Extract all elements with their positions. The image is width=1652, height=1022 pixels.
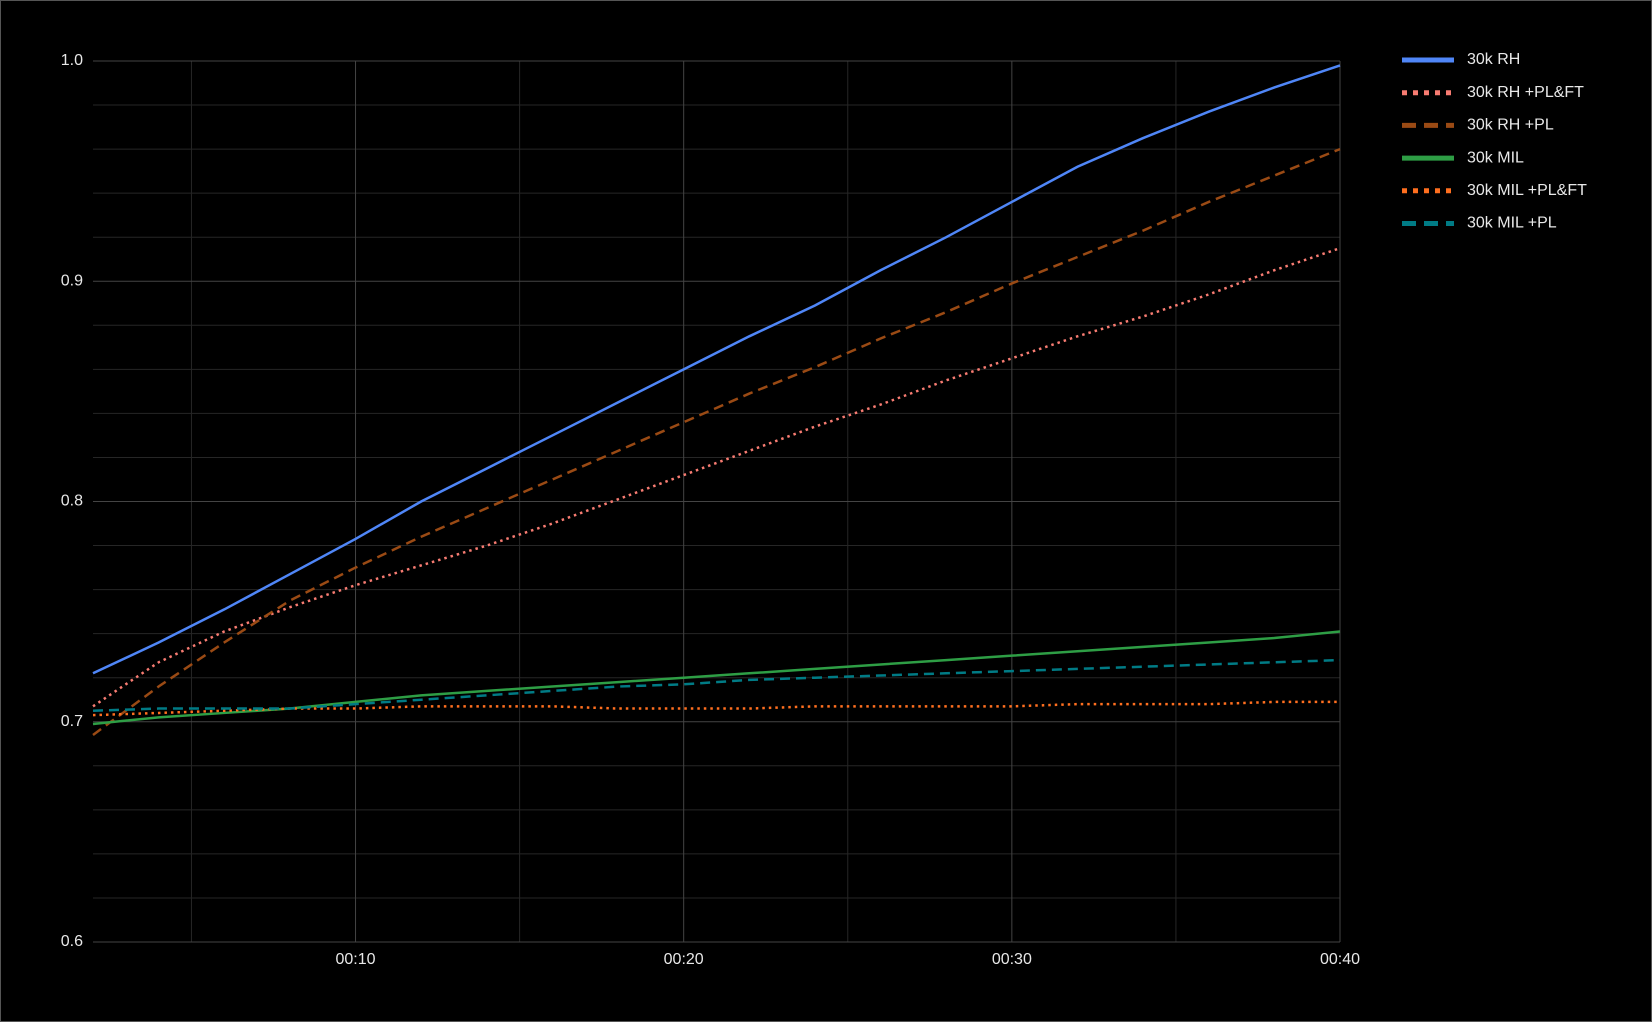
series-line: [92, 64, 1341, 675]
legend-label: 30k RH +PL: [1467, 117, 1554, 134]
legend-label: 30k RH: [1467, 51, 1520, 68]
series-line: [92, 658, 1341, 712]
legend-label: 30k MIL +PL: [1467, 215, 1557, 232]
legend-label: 30k RH +PL&FT: [1467, 84, 1584, 101]
x-tick-label: 00:30: [992, 951, 1032, 968]
y-tick-label: 0.9: [61, 272, 83, 289]
series-line: [92, 247, 1341, 708]
y-tick-label: 0.6: [61, 933, 83, 950]
legend-label: 30k MIL +PL&FT: [1467, 182, 1587, 199]
series-line: [92, 147, 1341, 736]
x-tick-label: 00:20: [664, 951, 704, 968]
y-tick-label: 0.7: [61, 713, 83, 730]
legend-label: 30k MIL: [1467, 149, 1524, 166]
y-tick-label: 0.8: [61, 493, 83, 510]
x-tick-label: 00:10: [336, 951, 376, 968]
series-line: [92, 630, 1341, 726]
x-tick-label: 00:40: [1320, 951, 1360, 968]
y-tick-label: 1.0: [61, 52, 83, 69]
